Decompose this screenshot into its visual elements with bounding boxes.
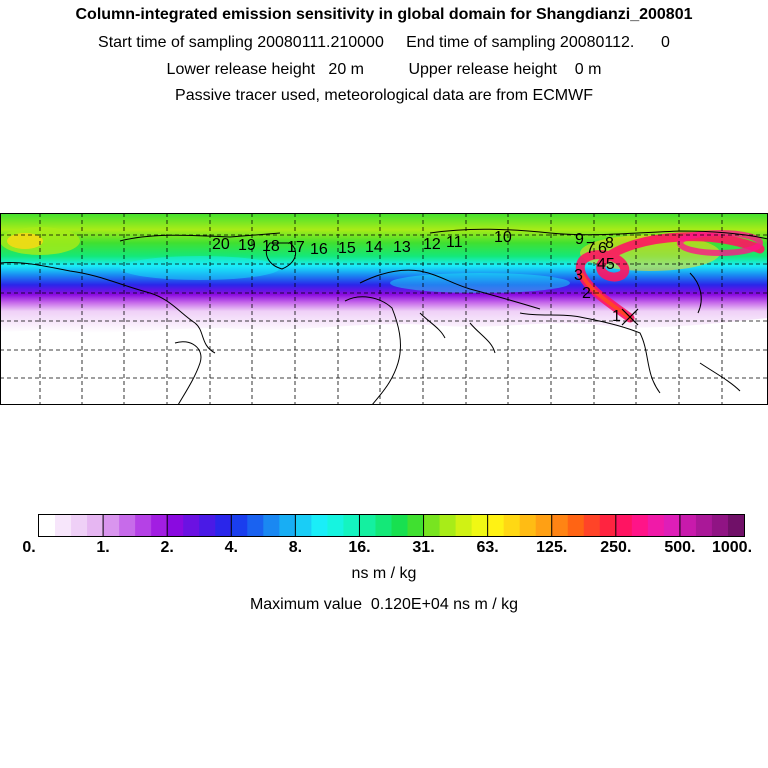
- colorbar-tick-label: 0.: [22, 539, 36, 556]
- colorbar-tick-label: 8.: [288, 539, 303, 556]
- colorbar-tick-label: 4.: [224, 539, 238, 556]
- trajectory-label-6: 6: [598, 240, 607, 257]
- colorbar-cell: [199, 515, 216, 536]
- colorbar-cell: [103, 515, 120, 536]
- tracer-info-line: Passive tracer used, meteorological data…: [175, 87, 593, 104]
- colorbar-cell: [327, 515, 345, 536]
- colorbar-cell: [231, 515, 248, 536]
- colorbar-cell: [263, 515, 280, 536]
- colorbar-frame: [38, 514, 745, 537]
- trajectory-label-8: 8: [605, 235, 614, 252]
- colorbar-tick-label: 2.: [160, 539, 174, 556]
- maximum-value-text: Maximum value 0.120E+04 ns m / kg: [249, 596, 519, 613]
- colorbar-cell: [151, 515, 168, 536]
- colorbar-cell: [647, 515, 665, 536]
- colorbar-tick-label: 500.: [664, 539, 696, 556]
- colorbar-cell: [311, 515, 329, 536]
- trajectory-label-3: 3: [574, 267, 583, 284]
- trajectory-label-18: 18: [262, 238, 280, 255]
- colorbar-cell: [631, 515, 649, 536]
- colorbar-cell: [343, 515, 361, 536]
- lat-lon-grid: [0, 213, 768, 405]
- colorbar-tick-label: 16.: [348, 539, 371, 556]
- colorbar-cell: [55, 515, 72, 536]
- colorbar-tick-label: 1000.: [711, 539, 753, 556]
- trajectory-label-14: 14: [365, 239, 383, 256]
- colorbar-tick-label: 63.: [476, 539, 499, 556]
- colorbar-cell: [711, 515, 729, 536]
- colorbar-cell: [439, 515, 457, 536]
- trajectory-label-19: 19: [238, 237, 256, 254]
- colorbar-cell: [679, 515, 697, 536]
- colorbar-cell: [135, 515, 152, 536]
- colorbar-cell: [727, 515, 745, 536]
- colorbar-cell: [183, 515, 200, 536]
- colorbar-cell: [215, 515, 232, 536]
- colorbar-tick-label: 1.: [96, 539, 110, 556]
- colorbar-cell: [487, 515, 505, 536]
- trajectory-label-20: 20: [212, 236, 230, 253]
- colorbar-cell: [279, 515, 296, 536]
- colorbar-cell: [615, 515, 633, 536]
- colorbar-cell: [471, 515, 489, 536]
- trajectory-label-12: 12: [423, 236, 441, 253]
- trajectory-label-13: 13: [393, 239, 411, 256]
- colorbar-cell: [599, 515, 617, 536]
- trajectory-label-7: 7: [586, 240, 595, 257]
- trajectory-label-17: 17: [287, 239, 305, 256]
- trajectory-label-11: 11: [446, 234, 463, 251]
- colorbar-cell: [583, 515, 601, 536]
- colorbar-cell: [247, 515, 264, 536]
- colorbar-cell: [375, 515, 393, 536]
- trajectory-label-45: 45: [597, 256, 615, 273]
- colorbar-cell: [455, 515, 473, 536]
- colorbar-cell: [119, 515, 136, 536]
- colorbar-cell: [519, 515, 537, 536]
- colorbar-cell: [87, 515, 104, 536]
- colorbar-tick-label: 250.: [600, 539, 632, 556]
- trajectory-label-1: 1: [612, 308, 621, 325]
- trajectory-label-10: 10: [494, 229, 512, 246]
- trajectory-label-2: 2: [582, 285, 591, 302]
- colorbar-cell: [39, 515, 56, 536]
- colorbar: [38, 514, 745, 537]
- colorbar-cell: [551, 515, 569, 536]
- station-x-mark-icon: [621, 308, 639, 326]
- colorbar-cell: [503, 515, 521, 536]
- release-height-line: Lower release height 20 m Upper release …: [166, 61, 602, 78]
- trajectory-label-9: 9: [575, 231, 584, 248]
- trajectory-label-15: 15: [338, 240, 356, 257]
- sensitivity-band: [0, 213, 768, 333]
- colorbar-cell: [695, 515, 713, 536]
- colorbar-cell: [295, 515, 312, 536]
- colorbar-cell: [359, 515, 377, 536]
- colorbar-cell: [407, 515, 425, 536]
- trajectory-label-16: 16: [310, 241, 328, 258]
- sampling-time-line: Start time of sampling 20080111.210000 E…: [98, 34, 670, 51]
- colorbar-cell: [567, 515, 585, 536]
- colorbar-cell: [423, 515, 441, 536]
- colorbar-cell: [391, 515, 409, 536]
- colorbar-tick-label: 125.: [536, 539, 568, 556]
- colorbar-units: ns m / kg: [351, 565, 417, 582]
- colorbar-cell: [71, 515, 88, 536]
- colorbar-tick-label: 31.: [412, 539, 435, 556]
- colorbar-cell: [535, 515, 553, 536]
- colorbar-cell: [663, 515, 681, 536]
- plot-title: Column-integrated emission sensitivity i…: [75, 6, 693, 23]
- colorbar-cell: [167, 515, 184, 536]
